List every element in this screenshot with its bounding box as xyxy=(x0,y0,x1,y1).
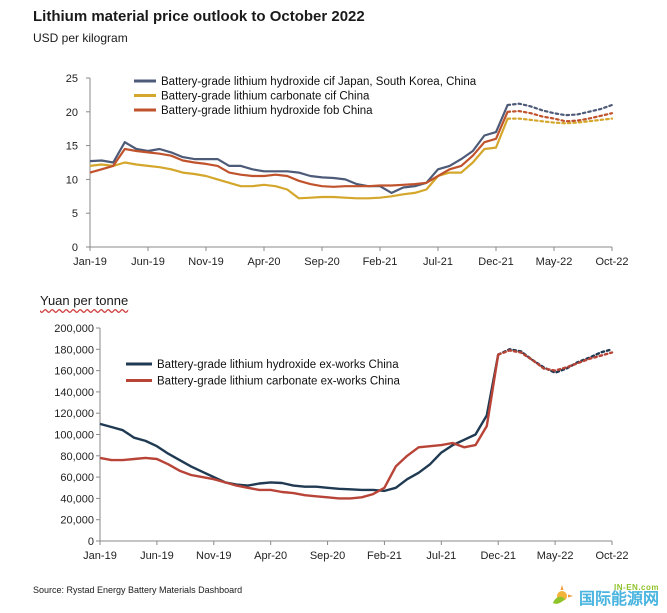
top-legend-label: Battery-grade lithium hydroxide fob Chin… xyxy=(161,105,373,117)
top-legend-label: Battery-grade lithium hydroxide cif Japa… xyxy=(161,76,477,88)
top-x-tick-label: May-22 xyxy=(536,256,573,268)
watermark: IN-EN.com 国际能源网 xyxy=(549,583,659,609)
bottom-x-tick-label: Jul-21 xyxy=(426,550,456,562)
top-x-tick-label: Oct-22 xyxy=(595,256,628,268)
bottom-y-tick-label: 200,000 xyxy=(54,323,94,335)
bottom-y-tick-label: 180,000 xyxy=(54,344,94,356)
bottom-chart-ylabel: Yuan per tonne xyxy=(40,293,129,308)
bottom-x-tick-label: Apr-20 xyxy=(254,550,287,562)
watermark-en: IN-EN.com xyxy=(614,583,659,592)
top-x-tick-label: Feb-21 xyxy=(363,256,398,268)
top-y-tick-label: 20 xyxy=(66,107,78,119)
bottom-series-0-forecast-line xyxy=(497,348,614,374)
top-y-tick-label: 10 xyxy=(66,174,78,186)
bottom-x-tick-label: Jun-19 xyxy=(140,550,174,562)
bottom-x-tick-label: Dec-21 xyxy=(480,550,515,562)
bottom-x-tick-label: Sep-20 xyxy=(310,550,345,562)
watermark-cn: 国际能源网 xyxy=(578,591,659,608)
bottom-x-tick-label: Jan-19 xyxy=(83,550,117,562)
bottom-x-tick-label: May-22 xyxy=(537,550,574,562)
top-y-tick-label: 5 xyxy=(72,208,78,220)
source-note: Source: Rystad Energy Battery Materials … xyxy=(33,585,243,595)
bottom-series-1-line xyxy=(99,354,500,500)
top-legend-label: Battery-grade lithium carbonate cif Chin… xyxy=(161,91,370,103)
bottom-y-tick-label: 60,000 xyxy=(60,472,94,484)
bottom-x-tick-label: Nov-19 xyxy=(196,550,231,562)
bottom-y-tick-label: 20,000 xyxy=(60,515,94,527)
top-series-0-forecast-line xyxy=(506,102,614,117)
top-x-tick-label: Dec-21 xyxy=(478,256,513,268)
top-chart-ylabel: USD per kilogram xyxy=(33,31,128,45)
top-series-2-forecast-line xyxy=(506,109,614,123)
top-x-tick-label: Nov-19 xyxy=(188,256,223,268)
top-x-tick-label: Jan-19 xyxy=(73,256,107,268)
bottom-y-tick-label: 120,000 xyxy=(54,408,94,420)
top-x-tick-label: Jun-19 xyxy=(131,256,165,268)
top-x-tick-label: Jul-21 xyxy=(423,256,453,268)
bottom-y-tick-label: 100,000 xyxy=(54,430,94,442)
sun-leaf-logo-icon xyxy=(552,585,573,604)
bottom-y-tick-label: 140,000 xyxy=(54,387,94,399)
top-series-1-forecast-line xyxy=(506,117,614,125)
top-x-tick-label: Apr-20 xyxy=(247,256,280,268)
bottom-y-tick-label: 160,000 xyxy=(54,366,94,378)
bottom-legend-label: Battery-grade lithium carbonate ex-works… xyxy=(157,376,400,388)
top-y-tick-label: 25 xyxy=(66,73,78,85)
bottom-series-0-line xyxy=(99,354,500,493)
top-y-tick-label: 15 xyxy=(66,141,78,153)
bottom-y-tick-label: 40,000 xyxy=(60,493,94,505)
top-y-tick-label: 0 xyxy=(72,242,78,254)
bottom-series-1-forecast-line xyxy=(497,349,614,372)
top-series-0-line xyxy=(89,104,509,194)
bottom-x-tick-label: Oct-22 xyxy=(595,550,628,562)
chart-title: Lithium material price outlook to Octobe… xyxy=(33,8,365,25)
bottom-y-tick-label: 80,000 xyxy=(60,451,94,463)
bottom-y-tick-label: 0 xyxy=(88,536,94,548)
top-x-tick-label: Sep-20 xyxy=(304,256,339,268)
bottom-x-tick-label: Feb-21 xyxy=(367,550,402,562)
top-series-2-line xyxy=(89,111,509,188)
bottom-legend-label: Battery-grade lithium hydroxide ex-works… xyxy=(157,359,399,371)
top-series-1-line xyxy=(89,118,509,200)
